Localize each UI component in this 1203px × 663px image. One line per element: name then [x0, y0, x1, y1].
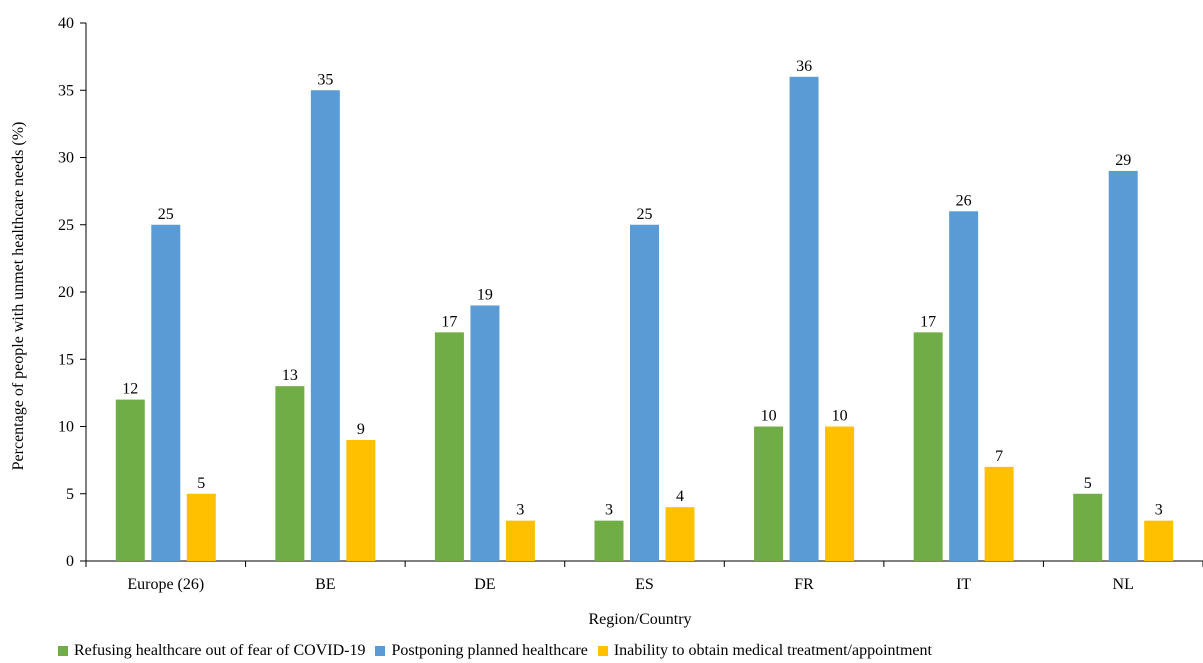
bar-value-label: 3	[516, 502, 524, 519]
legend-swatch	[58, 646, 68, 656]
bar	[594, 520, 624, 561]
x-axis: Europe (26) BE DE ES FR IT NL	[85, 560, 1203, 593]
bar-value-label: 13	[282, 367, 298, 384]
bar	[1144, 520, 1174, 561]
bar	[434, 332, 464, 561]
bar-value-label: 5	[197, 475, 205, 492]
legend-swatch	[597, 646, 608, 656]
bar-value-label: 3	[605, 502, 613, 519]
bar-value-label: 26	[956, 192, 972, 209]
bar	[1073, 493, 1103, 561]
bar-value-label: 17	[920, 313, 936, 330]
y-tick-label: 20	[58, 284, 74, 301]
x-tick-label: FR	[794, 576, 814, 593]
bar-value-label: 29	[1115, 152, 1131, 169]
bar	[984, 466, 1014, 561]
y-tick-label: 15	[58, 351, 74, 368]
x-tick-label: NL	[1113, 576, 1134, 593]
bar-value-label: 3	[1155, 502, 1163, 519]
bar	[1108, 170, 1138, 561]
bar	[505, 520, 535, 561]
bar-value-label: 25	[637, 206, 653, 223]
bar-labels: 12 25 5 13 35 9 17 19 3 3 25 4 10 36 10 17 26 7 5 29 3	[122, 58, 1162, 519]
bar-value-label: 19	[477, 286, 493, 303]
x-axis-title: Region/Country	[588, 611, 691, 628]
bar	[470, 305, 500, 561]
bar-value-label: 4	[676, 488, 684, 505]
bar-value-label: 10	[761, 408, 777, 425]
bar	[151, 224, 181, 561]
bar	[825, 426, 855, 561]
bar-value-label: 10	[832, 408, 848, 425]
bar	[310, 90, 340, 561]
bar	[186, 493, 216, 561]
x-tick-label: BE	[315, 576, 335, 593]
bar	[346, 439, 376, 561]
legend-label: Refusing healthcare out of fear of COVID…	[74, 642, 366, 659]
legend-swatch	[375, 646, 386, 656]
bar-value-label: 9	[357, 421, 365, 438]
y-axis-title: Percentage of people with unmet healthca…	[10, 122, 27, 471]
bar-value-label: 5	[1084, 475, 1092, 492]
bar-value-label: 36	[796, 58, 812, 75]
bar-value-label: 7	[995, 448, 1003, 465]
x-tick-label: ES	[635, 576, 654, 593]
y-tick-label: 10	[58, 419, 74, 436]
bar	[115, 399, 145, 561]
y-tick-label: 35	[58, 82, 74, 99]
legend-label: Inability to obtain medical treatment/ap…	[613, 642, 932, 659]
bar	[275, 386, 305, 561]
legend-label: Postponing planned healthcare	[391, 642, 588, 659]
bar-value-label: 12	[122, 381, 138, 398]
legend: Refusing healthcare out of fear of COVID…	[58, 640, 942, 662]
bars	[115, 76, 1174, 562]
bar	[913, 332, 943, 561]
legend-item: Refusing healthcare out of fear of COVID…	[58, 642, 365, 660]
y-tick-label: 40	[58, 15, 74, 32]
bar	[754, 426, 784, 561]
bar	[665, 507, 695, 561]
bar	[630, 224, 659, 561]
y-tick-label: 25	[58, 217, 74, 234]
y-tick-label: 30	[58, 150, 74, 167]
legend-item: Postponing planned healthcare	[375, 642, 588, 660]
bar-value-label: 17	[441, 313, 457, 330]
bar-value-label: 35	[317, 71, 333, 88]
bar	[949, 211, 979, 562]
x-tick-label: Europe (26)	[127, 576, 204, 593]
y-tick-label: 5	[66, 486, 74, 503]
x-tick-label: IT	[956, 576, 971, 593]
x-tick-label: DE	[474, 576, 495, 593]
y-axis: 0 5 10 15 20 25 30 35 40	[58, 15, 87, 570]
bar-value-label: 25	[158, 206, 174, 223]
bar	[789, 76, 819, 562]
y-tick-label: 0	[66, 553, 74, 570]
legend-item: Inability to obtain medical treatment/ap…	[597, 642, 932, 660]
